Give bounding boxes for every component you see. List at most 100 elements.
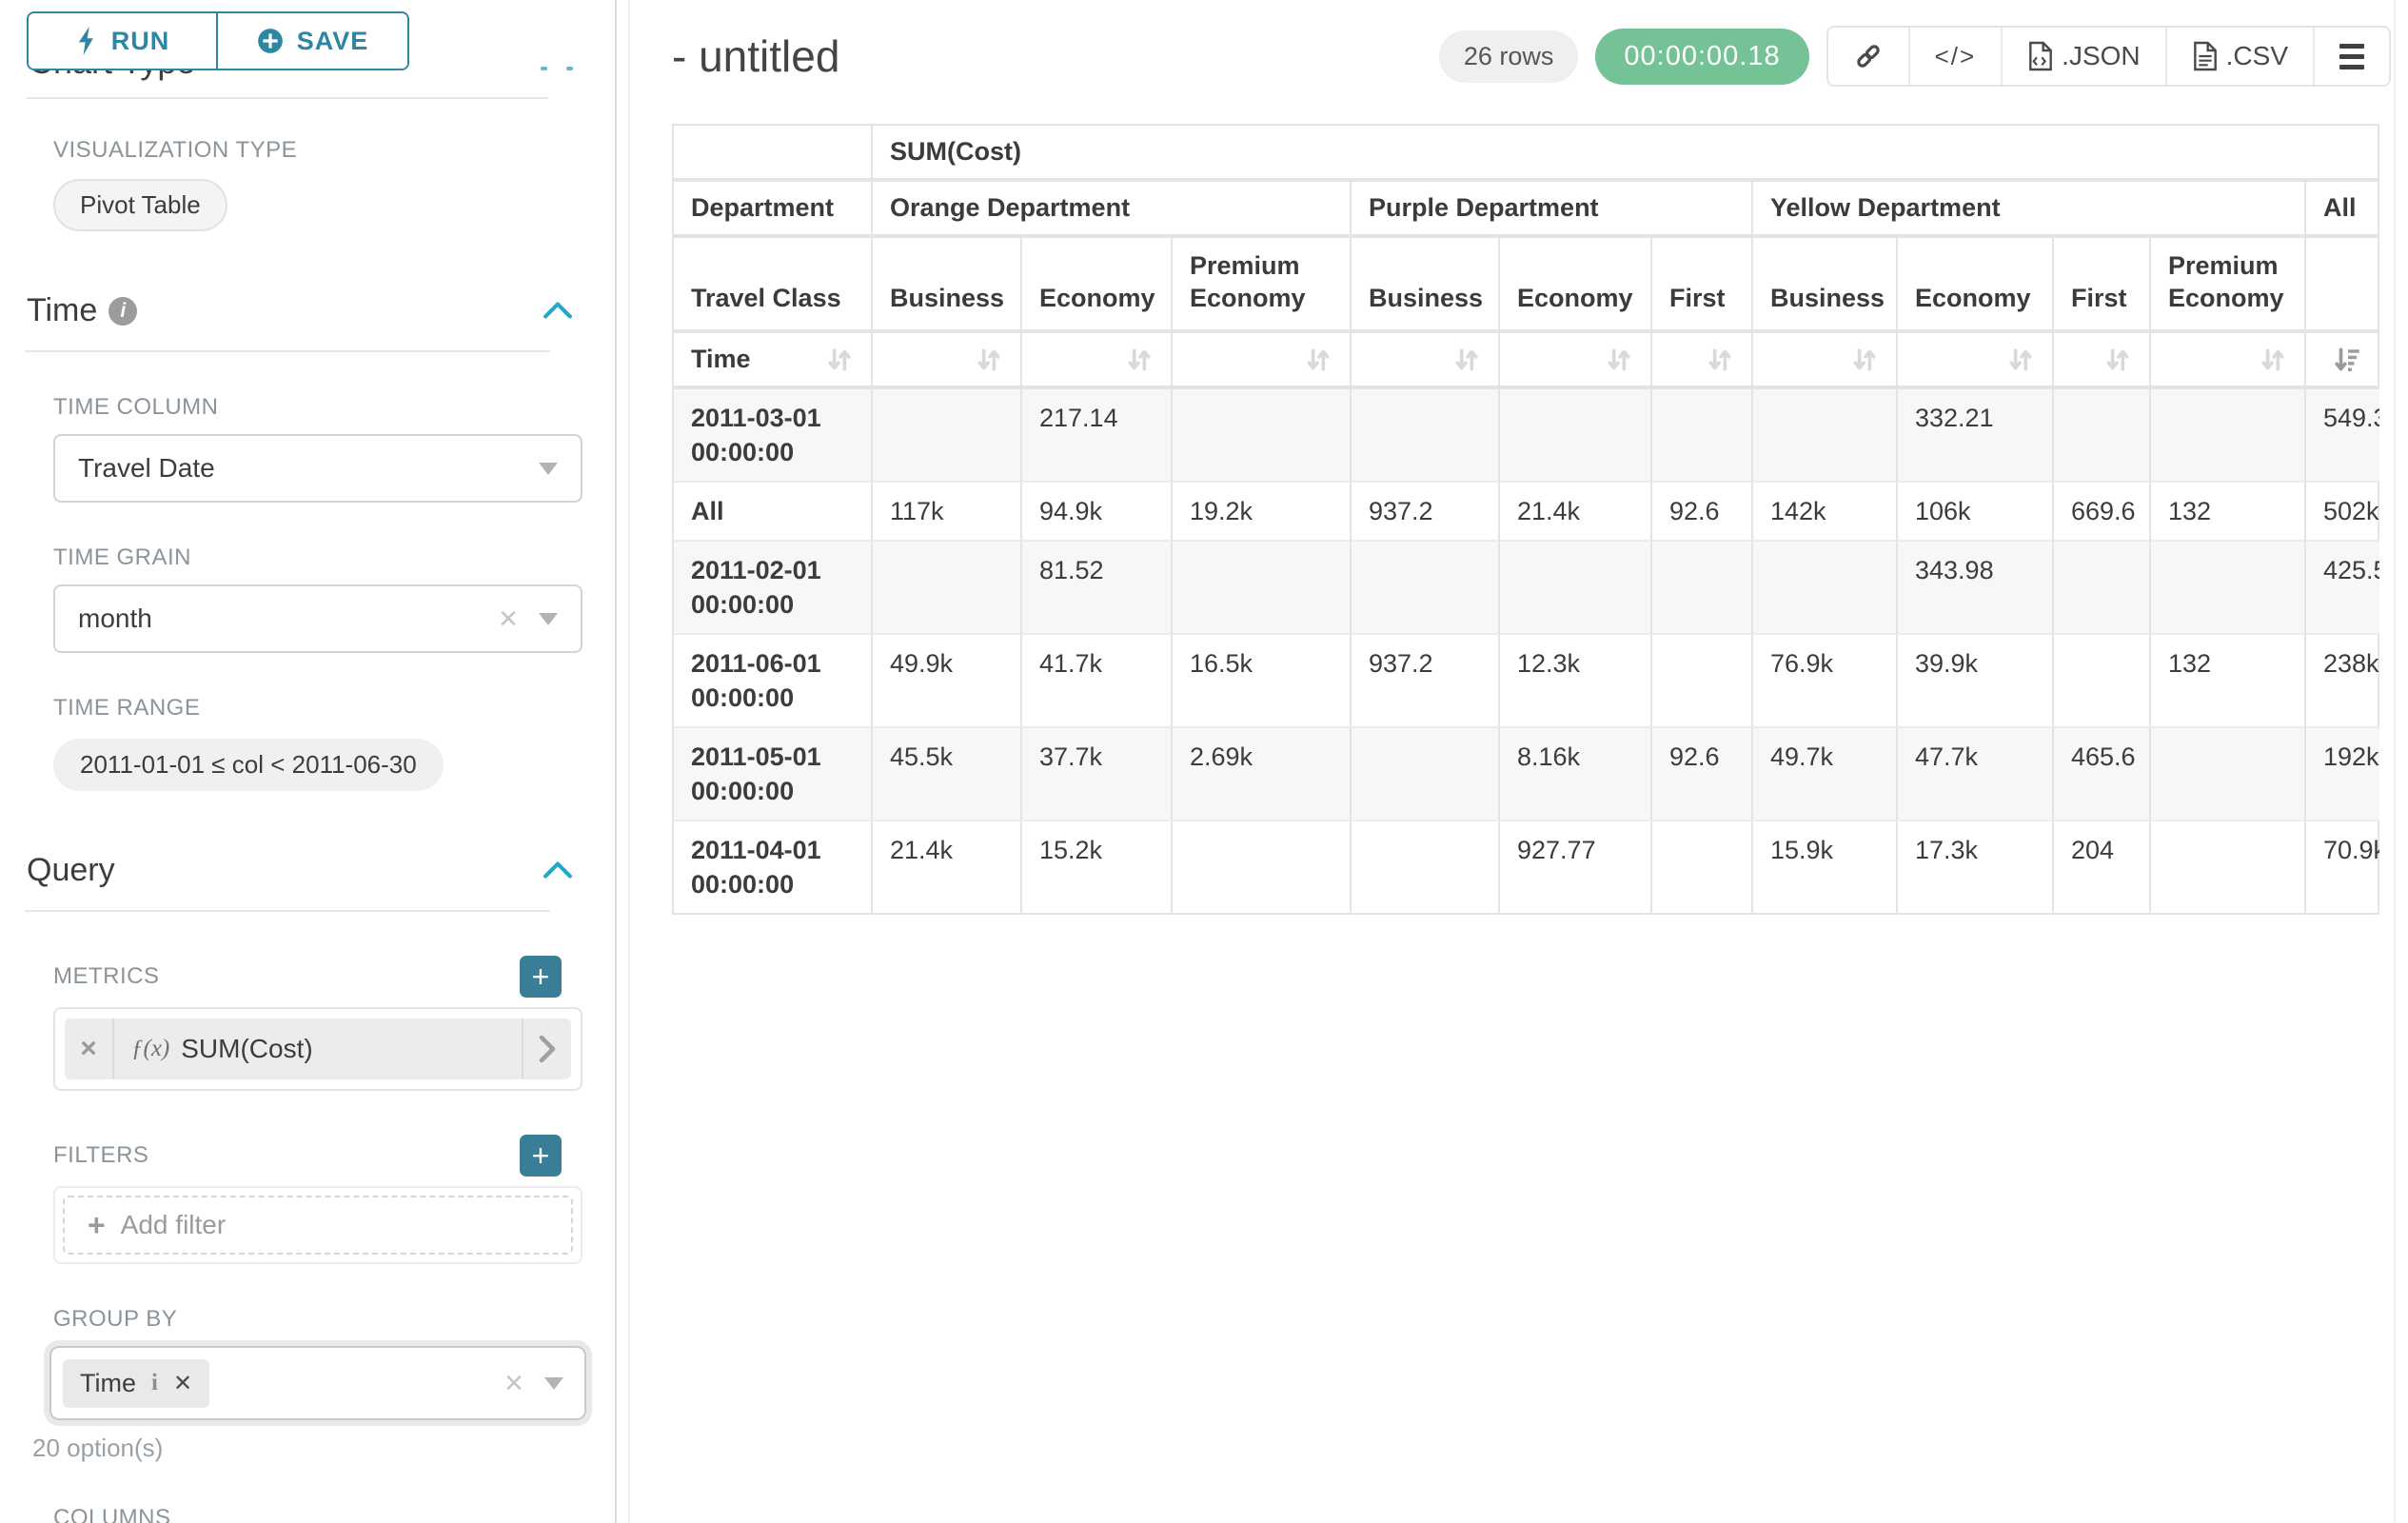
time-column-select[interactable]: Travel Date [53,434,582,503]
column-sort-header[interactable] [1173,333,1352,389]
remove-metric-icon[interactable]: × [65,1019,114,1079]
hamburger-menu-icon [2339,44,2364,69]
remove-tag-icon[interactable]: ✕ [173,1370,192,1397]
run-save-button-group: RUN SAVE [27,11,409,70]
save-button[interactable]: SAVE [218,13,407,69]
pivot-value-cell: 45.5k [873,728,1022,821]
export-csv-button[interactable]: .CSV [2167,28,2315,85]
pivot-value-cell [1173,542,1352,635]
time-sort-header[interactable]: Time [674,333,873,389]
sortable-icon[interactable] [975,346,1003,374]
query-section-header[interactable]: Query [25,852,550,912]
chevron-up-icon[interactable] [543,302,573,319]
caret-down-icon[interactable] [544,1377,563,1390]
sortable-icon[interactable] [1125,346,1154,374]
column-sort-header[interactable] [1652,333,1753,389]
pivot-value-cell: 92.6 [1652,483,1753,542]
caret-down-icon[interactable] [539,463,558,475]
chevron-up-icon[interactable] [543,861,573,879]
column-sort-header[interactable] [1753,333,1898,389]
pivot-value-cell [1500,389,1652,483]
pivot-value-cell: 132 [2151,635,2306,728]
panel-resize-gutter[interactable] [615,0,630,1523]
query-timer-badge: 00:00:00.18 [1595,29,1808,85]
pivot-value-cell: 12.3k [1500,635,1652,728]
info-icon[interactable]: i [151,1370,158,1396]
metric-name: SUM(Cost) [181,1034,312,1064]
pivot-value-cell: 15.9k [1753,821,1898,913]
time-range-value[interactable]: 2011-01-01 ≤ col < 2011-06-30 [53,739,444,791]
chart-type-section-header: Chart Type RUN SAVE [25,0,586,99]
pivot-value-cell: 94.9k [1022,483,1173,542]
column-sort-header[interactable] [2151,333,2306,389]
time-grain-field: TIME GRAIN month × [25,544,586,653]
export-json-button[interactable]: .JSON [2003,28,2166,85]
filters-label-row: FILTERS + [25,1135,562,1177]
caret-down-icon[interactable] [539,613,558,625]
pivot-value-cell: 332.21 [1898,389,2054,483]
clear-icon[interactable]: × [504,1367,523,1399]
link-icon [1853,41,1884,71]
row-label: 2011-06-01 00:00:00 [674,635,873,728]
pivot-table-container: SUM(Cost)DepartmentOrange DepartmentPurp… [672,124,2379,915]
pivot-row: 2011-03-01 00:00:00217.14332.21549.35 [674,389,2379,483]
time-section-header[interactable]: Time i [25,292,550,352]
column-sort-header[interactable] [2306,333,2379,389]
chevron-right-icon[interactable] [522,1019,571,1079]
sortable-icon[interactable] [1706,346,1734,374]
pivot-value-cell: 16.5k [1173,635,1352,728]
plus-circle-icon [257,28,284,54]
pivot-value-cell [2151,389,2306,483]
sortable-icon[interactable] [1452,346,1481,374]
visualization-type-value[interactable]: Pivot Table [53,179,227,231]
chevron-up-icon[interactable] [541,65,573,72]
sortable-icon[interactable] [2006,346,2035,374]
time-grain-select[interactable]: month × [53,584,582,653]
travel-class-header: First [2054,238,2151,333]
sortable-icon[interactable] [2259,346,2287,374]
pivot-value-cell: 343.98 [1898,542,2054,635]
sortable-icon[interactable] [825,346,854,374]
column-sort-header[interactable] [1022,333,1173,389]
chart-panel: - untitled 26 rows 00:00:00.18 </> [630,0,2408,1523]
export-button-group: </> .JSON .CSV [1826,26,2391,87]
time-section-title: Time [27,292,97,329]
plus-icon: + [88,1208,106,1243]
filters-container: + Add filter [53,1186,582,1264]
pivot-value-cell: 502k [2306,483,2379,542]
chart-title[interactable]: - untitled [672,30,839,82]
column-sort-header[interactable] [1500,333,1652,389]
pivot-value-cell [1352,389,1500,483]
pivot-value-cell: 21.4k [873,821,1022,913]
add-metric-button[interactable]: + [520,956,562,998]
sortable-icon[interactable] [1304,346,1332,374]
fx-icon: ƒ(x) [131,1036,169,1062]
group-by-tag-time[interactable]: Time i ✕ [63,1359,209,1408]
clear-icon[interactable]: × [499,603,518,635]
menu-button[interactable] [2315,28,2389,85]
metric-pill[interactable]: × ƒ(x) SUM(Cost) [65,1019,571,1079]
travel-class-header: Economy [1898,238,2054,333]
sortable-icon[interactable] [1850,346,1879,374]
add-filter-dropzone[interactable]: + Add filter [63,1196,573,1255]
column-sort-header[interactable] [873,333,1022,389]
share-link-button[interactable] [1828,28,1910,85]
column-sort-header[interactable] [2054,333,2151,389]
csv-file-icon [2192,41,2219,71]
column-sort-header[interactable] [1352,333,1500,389]
pivot-value-cell: 425.5 [2306,542,2379,635]
pivot-value-cell: 76.9k [1753,635,1898,728]
pivot-value-cell: 204 [2054,821,2151,913]
pivot-row: 2011-05-01 00:00:0045.5k37.7k2.69k8.16k9… [674,728,2379,821]
row-label: All [674,483,873,542]
pivot-value-cell [2151,821,2306,913]
pivot-value-cell: 238k [2306,635,2379,728]
add-filter-plus-button[interactable]: + [520,1135,562,1177]
sortable-icon[interactable] [2103,346,2132,374]
sort-descending-icon[interactable] [2334,346,2362,374]
group-by-select[interactable]: Time i ✕ × [49,1346,586,1420]
column-sort-header[interactable] [1898,333,2054,389]
sortable-icon[interactable] [1605,346,1633,374]
embed-code-button[interactable]: </> [1910,28,2003,85]
run-button[interactable]: RUN [29,13,218,69]
